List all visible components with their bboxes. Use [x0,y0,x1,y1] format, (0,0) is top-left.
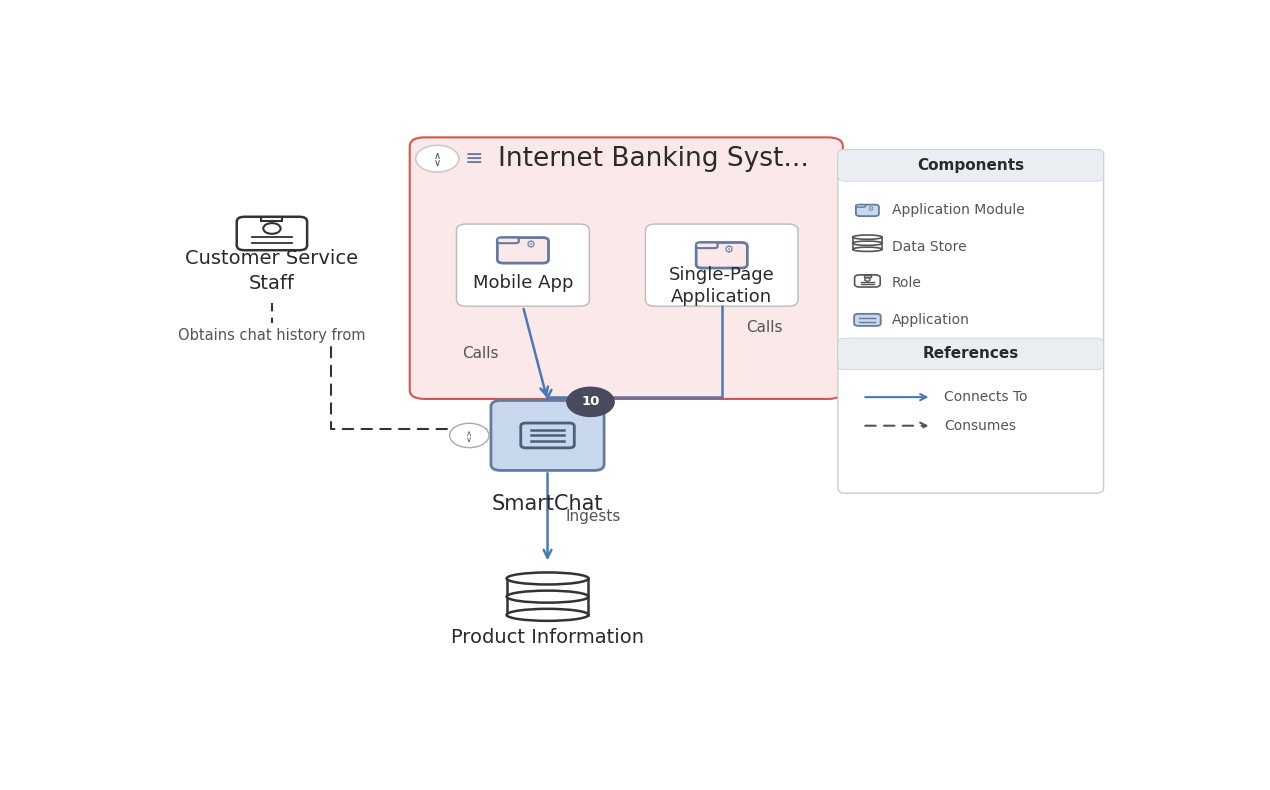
FancyBboxPatch shape [696,243,718,248]
Text: Consumes: Consumes [944,419,1016,433]
Text: Connects To: Connects To [944,390,1027,404]
Text: Application Module: Application Module [892,203,1025,217]
Ellipse shape [507,573,588,585]
Circle shape [415,145,458,172]
FancyBboxPatch shape [491,401,605,470]
Text: 10: 10 [582,395,599,408]
Text: ⚙: ⚙ [526,240,536,250]
Ellipse shape [852,241,883,246]
FancyBboxPatch shape [855,314,880,326]
Text: ∨: ∨ [434,158,441,168]
Text: ∧: ∧ [434,151,441,161]
Circle shape [865,278,870,281]
FancyBboxPatch shape [856,205,879,216]
Ellipse shape [852,247,883,251]
Text: Product Information: Product Information [451,628,644,647]
Text: Customer Service
Staff: Customer Service Staff [185,249,358,293]
Ellipse shape [507,591,588,603]
FancyBboxPatch shape [838,149,1104,181]
FancyBboxPatch shape [855,275,880,287]
Text: Calls: Calls [462,346,498,361]
FancyBboxPatch shape [838,338,1104,370]
Text: Application: Application [892,313,970,327]
Text: Mobile App: Mobile App [472,274,573,292]
Text: ≡: ≡ [465,149,483,169]
FancyBboxPatch shape [645,224,798,307]
FancyBboxPatch shape [456,224,589,307]
Text: Calls: Calls [747,320,782,335]
FancyBboxPatch shape [696,243,747,268]
Bar [262,216,282,221]
Text: SmartChat: SmartChat [491,494,603,514]
Text: Role: Role [892,276,922,291]
Text: ⚙: ⚙ [724,245,734,255]
Bar [864,275,871,276]
Text: ∧: ∧ [466,428,472,438]
Text: Single-Page
Application: Single-Page Application [669,265,775,306]
Text: ⚙: ⚙ [867,205,874,212]
FancyBboxPatch shape [856,205,866,207]
Circle shape [263,223,281,234]
Circle shape [566,387,615,416]
Ellipse shape [507,609,588,621]
Circle shape [450,423,489,448]
Bar [507,578,588,615]
FancyBboxPatch shape [236,216,307,250]
Text: Data Store: Data Store [892,240,966,254]
Text: Ingests: Ingests [565,510,621,525]
FancyBboxPatch shape [498,238,519,243]
FancyBboxPatch shape [410,137,843,399]
FancyBboxPatch shape [498,238,549,263]
FancyBboxPatch shape [521,423,574,448]
Text: ∨: ∨ [466,435,472,444]
Text: References: References [922,347,1019,362]
Bar [852,237,883,250]
Text: Components: Components [917,158,1025,173]
Text: Internet Banking Syst...: Internet Banking Syst... [498,145,809,171]
FancyBboxPatch shape [838,149,1104,493]
Text: Obtains chat history from: Obtains chat history from [178,328,366,343]
Ellipse shape [852,235,883,239]
